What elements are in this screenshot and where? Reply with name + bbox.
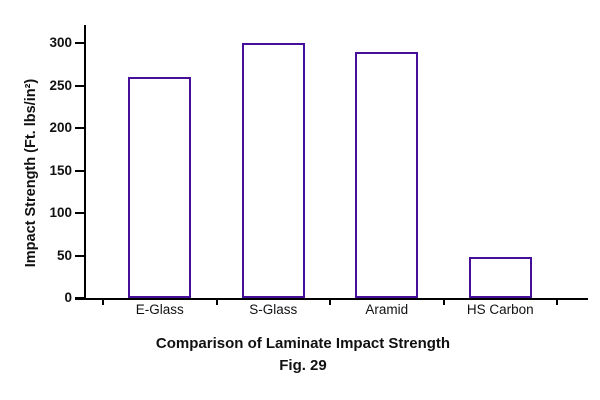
bar-aramid	[355, 51, 419, 298]
y-tick-label: 0	[64, 290, 72, 305]
bar-s-glass	[241, 43, 305, 298]
x-axis-tick	[442, 298, 445, 305]
y-axis-tick	[75, 169, 85, 172]
y-axis-line	[84, 25, 86, 300]
y-axis-tick	[75, 254, 85, 257]
y-axis-tick	[75, 127, 85, 129]
y-axis-tick	[75, 297, 85, 299]
y-tick-label: 150	[49, 162, 72, 178]
y-tick-label: 100	[49, 205, 72, 220]
x-axis-tick	[329, 298, 331, 305]
figure-number: Fig. 29	[279, 357, 327, 374]
bar-hs-carbon	[468, 257, 532, 298]
bar-e-glass	[128, 77, 192, 298]
y-tick-label: 50	[56, 247, 72, 263]
y-axis-tick	[75, 212, 85, 214]
x-axis-line	[75, 298, 588, 300]
x-category-label-aramid: Aramid	[365, 302, 409, 317]
y-tick-label: 200	[49, 120, 72, 135]
y-tick-label: 300	[49, 35, 72, 50]
x-category-label-hs-carbon: HS Carbon	[466, 302, 534, 317]
x-axis-tick	[215, 298, 218, 305]
x-axis-tick	[102, 298, 104, 305]
x-category-label-e-glass: E-Glass	[135, 302, 184, 317]
chart-title: Comparison of Laminate Impact Strength	[155, 335, 451, 352]
y-axis-tick	[75, 42, 85, 44]
x-axis-tick	[556, 298, 558, 305]
y-tick-label: 250	[49, 77, 72, 93]
y-axis-tick	[75, 84, 85, 87]
x-category-label-s-glass: S-Glass	[249, 302, 298, 317]
